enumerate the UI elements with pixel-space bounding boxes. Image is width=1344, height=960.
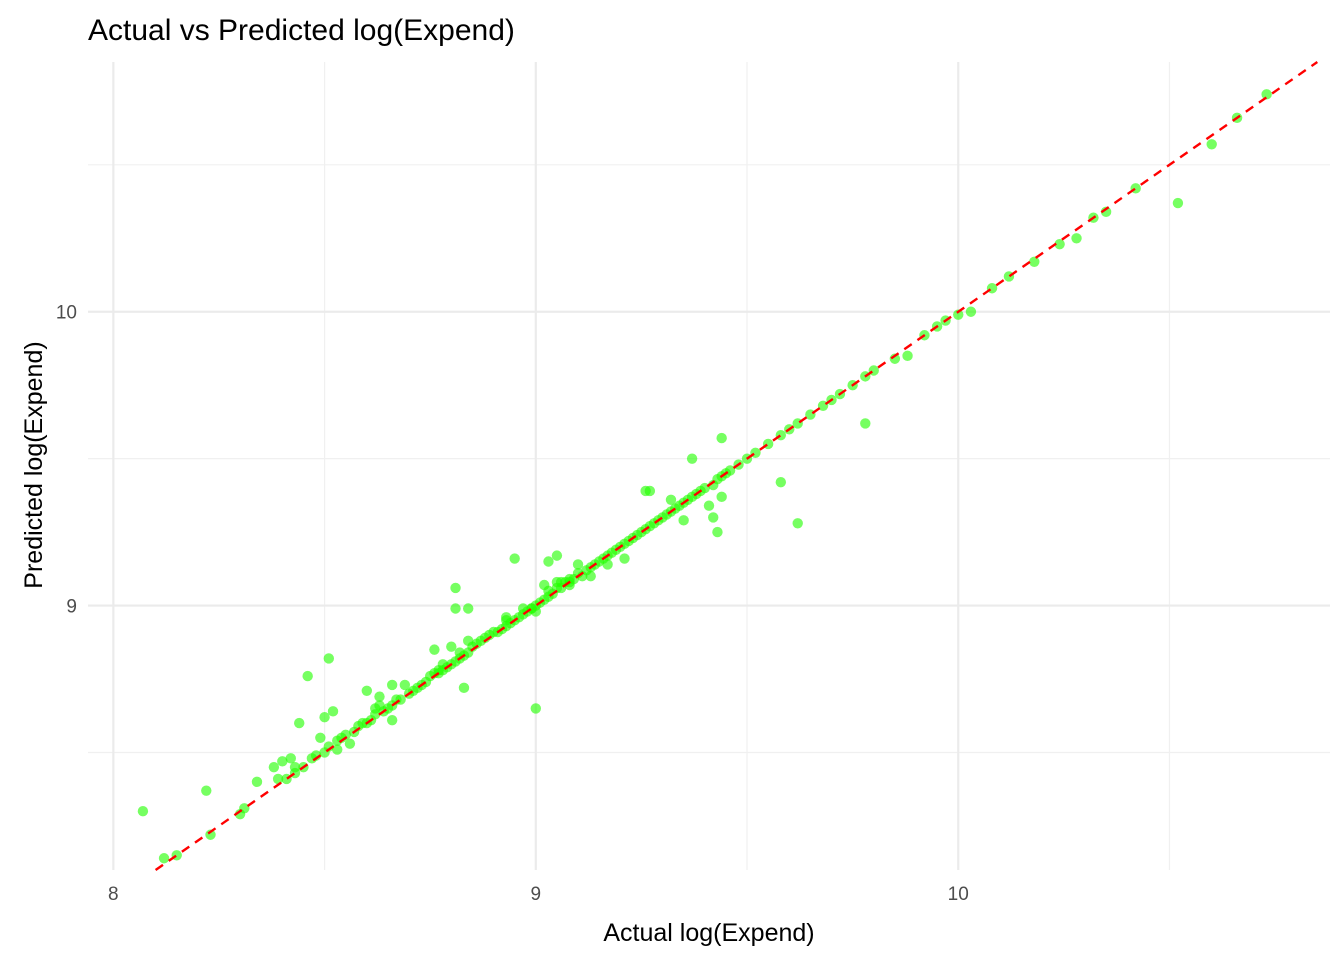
data-point [712, 526, 723, 538]
x-tick-label: 10 [948, 884, 969, 905]
data-point [137, 806, 149, 817]
data-point [310, 750, 322, 761]
data-point [539, 579, 550, 591]
data-point [344, 738, 356, 749]
data-point [386, 679, 398, 691]
data-point [251, 776, 263, 788]
data-point [953, 309, 964, 320]
data-point [775, 476, 787, 488]
data-point [530, 703, 541, 714]
data-point [277, 756, 288, 767]
data-point [543, 556, 554, 567]
minor-gridlines [88, 62, 1330, 870]
data-point [399, 679, 411, 691]
data-point [644, 485, 656, 497]
data-point [860, 418, 871, 429]
data-point [205, 829, 216, 840]
x-axis-tick-labels: 8 9 10 [108, 884, 969, 905]
data-point [564, 573, 575, 585]
data-point [374, 691, 385, 702]
data-point [272, 773, 284, 785]
data-point [446, 641, 457, 652]
x-tick-label: 9 [531, 884, 542, 905]
data-point [501, 612, 512, 623]
data-point [437, 659, 449, 670]
x-axis-title: Actual log(Expend) [603, 919, 814, 947]
data-point [792, 518, 803, 529]
data-point [315, 732, 326, 743]
data-point [361, 685, 373, 696]
data-point [302, 670, 313, 682]
data-point [268, 761, 280, 773]
y-tick-label: 10 [56, 303, 77, 324]
data-point [450, 582, 461, 594]
data-point [602, 559, 613, 570]
data-point [572, 559, 584, 570]
data-point [386, 714, 398, 726]
data-point [340, 729, 351, 741]
data-point [665, 494, 677, 505]
x-tick-label: 8 [108, 884, 119, 905]
data-point [716, 491, 727, 503]
data-point [965, 306, 977, 317]
data-point [902, 350, 913, 362]
data-point [703, 500, 715, 511]
data-point [509, 553, 520, 564]
data-point [327, 706, 339, 717]
data-point [1261, 89, 1272, 100]
data-point [158, 853, 170, 864]
data-point [619, 553, 630, 564]
data-point [1029, 256, 1040, 267]
chart-title: Actual vs Predicted log(Expend) [88, 14, 515, 47]
data-point [319, 712, 330, 723]
data-point [686, 453, 698, 464]
y-axis-tick-labels: 9 10 [56, 303, 77, 618]
data-point [1206, 139, 1217, 150]
data-point [332, 744, 343, 755]
data-point [708, 512, 719, 523]
reference-line-y-equals-x [154, 61, 1319, 871]
data-point [1100, 206, 1112, 218]
data-point [716, 432, 727, 444]
data-point [551, 576, 563, 588]
data-point [1172, 197, 1184, 209]
major-gridlines [88, 62, 1330, 870]
data-point [450, 603, 461, 614]
data-point [1054, 238, 1065, 250]
data-point [463, 603, 474, 614]
data-point [458, 682, 470, 694]
y-tick-label: 9 [66, 597, 77, 618]
data-point [285, 753, 296, 764]
data-point [678, 515, 689, 526]
data-point [294, 717, 305, 729]
data-point [585, 570, 596, 582]
y-axis-title: Predicted log(Expend) [20, 341, 48, 588]
data-point [551, 550, 563, 561]
data-point [323, 741, 334, 752]
data-point [201, 785, 212, 796]
data-point [323, 653, 334, 664]
data-points [137, 89, 1272, 864]
data-point [429, 644, 440, 655]
data-point [1071, 233, 1082, 244]
data-point [889, 353, 901, 364]
